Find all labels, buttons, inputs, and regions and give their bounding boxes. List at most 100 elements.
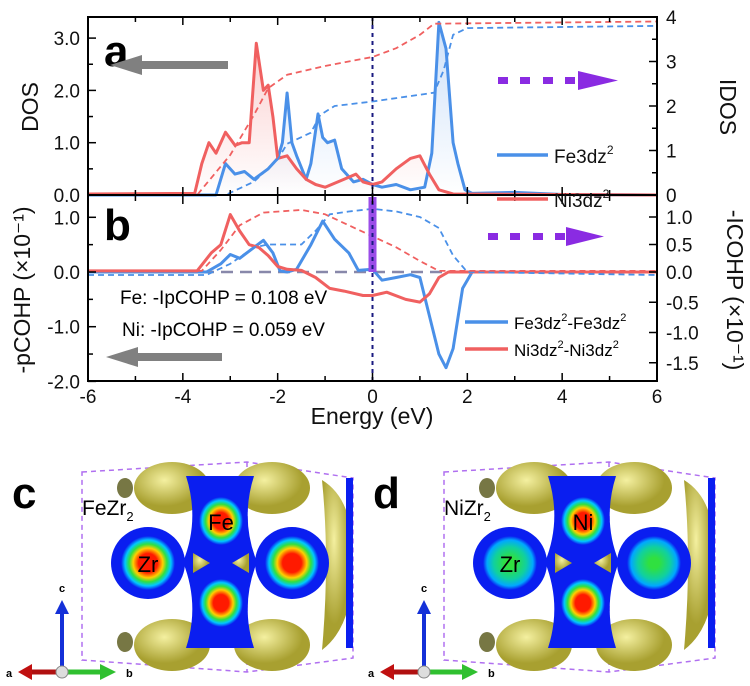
isosurface-lobe xyxy=(496,462,572,514)
zr-core xyxy=(483,536,537,590)
c-axis-arrowhead xyxy=(55,600,69,614)
c-axis-arrowhead xyxy=(417,600,431,614)
x-tick-label: 0 xyxy=(367,387,378,408)
y2-tick-label: 0 xyxy=(666,186,677,207)
panel-label-c: c xyxy=(12,469,36,518)
charge-density-edge xyxy=(346,478,353,648)
b-axis-label: b xyxy=(488,668,495,680)
dos-axis-label: DOS xyxy=(17,82,43,132)
zr-core xyxy=(265,536,319,590)
charge-density-edge xyxy=(708,478,715,648)
ni-icohp-annotation: Ni: -IpCOHP = 0.059 eV xyxy=(122,320,325,341)
b-axis-label: b xyxy=(126,668,133,680)
isosurface-lobe xyxy=(234,619,310,671)
isosurface-gap xyxy=(555,553,572,573)
zr-core xyxy=(121,536,175,590)
idos-axis-label: IDOS xyxy=(715,79,741,135)
structure-nizr2: NiZr2 Ni Zr c a b xyxy=(368,461,716,680)
y2-tick-label: 4 xyxy=(666,8,677,29)
plot-area: -6 -4 -2 0 2 4 60.01.02.03.0012341.00.0-1.0-2.… xyxy=(47,8,699,408)
axis-origin xyxy=(55,665,69,679)
purple-arrow-right-a xyxy=(498,71,618,90)
purple-arrow-right-b xyxy=(488,227,604,246)
icohp-axis-label: -ICOHP (×10⁻¹) xyxy=(722,210,748,371)
y2-tick-label: 3 xyxy=(666,53,677,74)
y2-tick-label: -1.5 xyxy=(666,354,699,375)
tm-core xyxy=(199,497,243,545)
legend-ni-label: Ni3dz2 xyxy=(554,187,610,212)
dos-series-fe3dz-idos xyxy=(88,25,658,196)
y2-tick-label: 1.0 xyxy=(666,208,692,229)
a-axis-label: a xyxy=(368,668,375,680)
structure-fezr2: FeZr2 Fe Zr c a b xyxy=(6,461,354,680)
isosurface-gap xyxy=(594,553,611,573)
x-tick-label: 6 xyxy=(652,387,663,408)
energy-axis-label: Energy (eV) xyxy=(311,403,434,429)
ni-dos-fill xyxy=(88,43,657,195)
a-axis-arrowhead xyxy=(18,664,32,680)
y-tick-label: 1.0 xyxy=(54,134,80,155)
formula-label: FeZr2 xyxy=(82,497,134,524)
y2-tick-label: -1.0 xyxy=(666,324,699,345)
tm-core xyxy=(561,497,605,545)
y-tick-label: 1.0 xyxy=(54,208,80,229)
y-tick-label: -1.0 xyxy=(47,318,80,339)
formula-label: NiZr2 xyxy=(444,497,491,524)
fe-icohp-annotation: Fe: -IpCOHP = 0.108 eV xyxy=(120,288,327,309)
y2-tick-label: 2 xyxy=(666,97,677,118)
x-tick-label: 2 xyxy=(462,387,473,408)
panel-label-b: b xyxy=(104,201,131,250)
legend-nini-label: Ni3dz2-Ni3dz2 xyxy=(514,339,619,360)
isosurface-lobe xyxy=(117,478,133,498)
a-axis-arrowhead xyxy=(380,664,394,680)
isosurface-lobe xyxy=(684,480,715,650)
atom-label-zr: Zr xyxy=(138,552,159,577)
dos-series-ni3dz-idos xyxy=(88,20,658,196)
cohp-series-ni3dz-ni3dz- xyxy=(88,213,657,304)
y2-tick-label: 0.5 xyxy=(666,236,692,257)
isosurface-lobe xyxy=(479,478,495,498)
panel-label-d: d xyxy=(373,469,400,518)
c-axis-label: c xyxy=(59,583,65,595)
legend-b: Fe3dz2-Fe3dz2 Ni3dz2-Ni3dz2 xyxy=(465,312,626,360)
y-tick-label: 2.0 xyxy=(54,81,80,102)
b-axis-arrowhead xyxy=(100,664,116,680)
axis-origin xyxy=(417,665,431,679)
isosurface-gap xyxy=(193,553,210,573)
pcohp-axis-label: -pCOHP (×10⁻¹) xyxy=(9,206,35,373)
atom-label-zr: Zr xyxy=(500,552,521,577)
y2-tick-label: -0.5 xyxy=(666,293,699,314)
y2-tick-label: 0.0 xyxy=(666,263,692,284)
legend-a: Fe3dz2 Ni3dz2 xyxy=(497,143,614,212)
y-tick-label: 3.0 xyxy=(54,29,80,50)
cohp-series-ni3dz-ni3dz-icohp xyxy=(88,209,657,272)
legend-fefe-label: Fe3dz2-Fe3dz2 xyxy=(514,312,626,333)
cohp-series-fe3dz-fe3dz-icohp xyxy=(88,207,658,276)
x-tick-label: -4 xyxy=(174,387,191,408)
y-tick-label: 0.0 xyxy=(54,186,80,207)
y2-tick-label: 1 xyxy=(666,142,677,163)
atom-label-tm: Fe xyxy=(208,510,234,535)
y-tick-label: 0.0 xyxy=(54,263,80,284)
isosurface-lobe xyxy=(479,632,495,652)
legend-fe-label: Fe3dz2 xyxy=(554,143,614,168)
isosurface-lobe xyxy=(596,462,672,514)
isosurface-lobe xyxy=(322,480,353,650)
zr-core xyxy=(627,536,681,590)
isosurface-lobe xyxy=(117,632,133,652)
isosurface-gap xyxy=(232,553,249,573)
isosurface-lobe xyxy=(234,462,310,514)
x-tick-label: 4 xyxy=(557,387,568,408)
x-tick-label: -2 xyxy=(269,387,286,408)
tm-core xyxy=(199,579,243,627)
gray-arrow-left-a xyxy=(110,55,228,75)
a-axis-label: a xyxy=(6,668,13,680)
b-axis-arrowhead xyxy=(462,664,478,680)
gray-arrow-left-b xyxy=(106,347,222,367)
x-tick-label: -6 xyxy=(80,387,97,408)
atom-label-tm: Ni xyxy=(573,510,594,535)
dos-series-ni3dz- xyxy=(87,41,658,197)
tm-core xyxy=(561,579,605,627)
y-tick-label: -2.0 xyxy=(47,372,80,393)
